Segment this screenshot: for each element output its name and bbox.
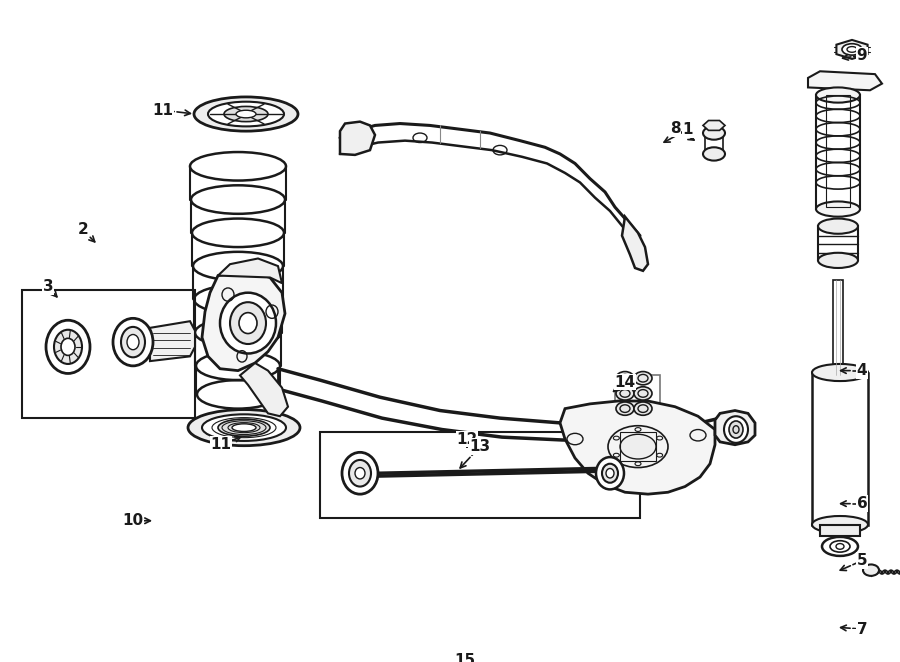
- Ellipse shape: [812, 516, 868, 533]
- Ellipse shape: [127, 334, 139, 350]
- Ellipse shape: [46, 320, 90, 373]
- Ellipse shape: [596, 457, 624, 489]
- Ellipse shape: [634, 402, 652, 415]
- Ellipse shape: [218, 419, 270, 436]
- Ellipse shape: [842, 44, 862, 55]
- Polygon shape: [560, 401, 715, 494]
- Text: 11: 11: [152, 103, 174, 118]
- Ellipse shape: [634, 387, 652, 400]
- Text: 2: 2: [77, 222, 88, 238]
- Ellipse shape: [818, 218, 858, 234]
- Text: 7: 7: [857, 622, 868, 637]
- Text: 11: 11: [211, 437, 231, 452]
- Polygon shape: [808, 71, 882, 90]
- Ellipse shape: [113, 318, 153, 366]
- Ellipse shape: [822, 537, 858, 556]
- Ellipse shape: [188, 410, 300, 446]
- Polygon shape: [218, 258, 282, 283]
- Ellipse shape: [230, 302, 266, 344]
- Polygon shape: [836, 40, 868, 59]
- Bar: [820, 524, 860, 536]
- Ellipse shape: [620, 434, 656, 459]
- Ellipse shape: [703, 126, 725, 140]
- Text: 1: 1: [683, 122, 693, 137]
- Ellipse shape: [54, 330, 82, 364]
- Ellipse shape: [816, 87, 860, 103]
- Ellipse shape: [616, 371, 634, 385]
- Polygon shape: [202, 271, 285, 371]
- Text: 8: 8: [670, 120, 680, 136]
- Bar: [22, 290, 195, 418]
- Ellipse shape: [703, 147, 725, 161]
- Bar: [320, 432, 640, 518]
- Text: 6: 6: [857, 496, 868, 511]
- Ellipse shape: [236, 111, 256, 118]
- Ellipse shape: [602, 464, 618, 483]
- Ellipse shape: [863, 565, 879, 576]
- Polygon shape: [622, 216, 648, 271]
- Text: 14: 14: [615, 375, 635, 389]
- Ellipse shape: [342, 452, 378, 494]
- Bar: [826, 95, 850, 207]
- Text: 15: 15: [454, 653, 475, 662]
- Polygon shape: [703, 120, 725, 130]
- Ellipse shape: [349, 460, 371, 487]
- Polygon shape: [240, 363, 288, 416]
- Ellipse shape: [812, 364, 868, 381]
- Ellipse shape: [729, 421, 743, 438]
- Polygon shape: [340, 122, 375, 155]
- Ellipse shape: [224, 107, 268, 122]
- Text: 5: 5: [857, 553, 868, 568]
- Bar: [620, 432, 656, 461]
- Ellipse shape: [818, 253, 858, 268]
- Bar: [833, 280, 843, 375]
- Text: 4: 4: [857, 363, 868, 378]
- Polygon shape: [715, 410, 755, 445]
- Ellipse shape: [202, 414, 286, 441]
- Bar: [818, 226, 858, 260]
- Ellipse shape: [239, 312, 257, 334]
- Bar: [816, 95, 860, 209]
- Ellipse shape: [220, 293, 276, 354]
- Ellipse shape: [194, 97, 298, 131]
- Text: 13: 13: [470, 439, 490, 454]
- Ellipse shape: [616, 387, 634, 400]
- Bar: [812, 373, 868, 524]
- Bar: [705, 133, 723, 154]
- Ellipse shape: [606, 469, 614, 478]
- Ellipse shape: [634, 371, 652, 385]
- Ellipse shape: [816, 201, 860, 216]
- Polygon shape: [150, 321, 195, 361]
- Ellipse shape: [208, 102, 284, 126]
- Text: 3: 3: [42, 279, 53, 295]
- Ellipse shape: [61, 338, 75, 355]
- Ellipse shape: [232, 424, 256, 432]
- Text: 10: 10: [122, 513, 144, 528]
- Ellipse shape: [355, 467, 365, 479]
- Ellipse shape: [616, 402, 634, 415]
- Text: 9: 9: [857, 48, 868, 63]
- Ellipse shape: [724, 416, 748, 443]
- Ellipse shape: [121, 327, 145, 357]
- Text: 12: 12: [456, 432, 478, 447]
